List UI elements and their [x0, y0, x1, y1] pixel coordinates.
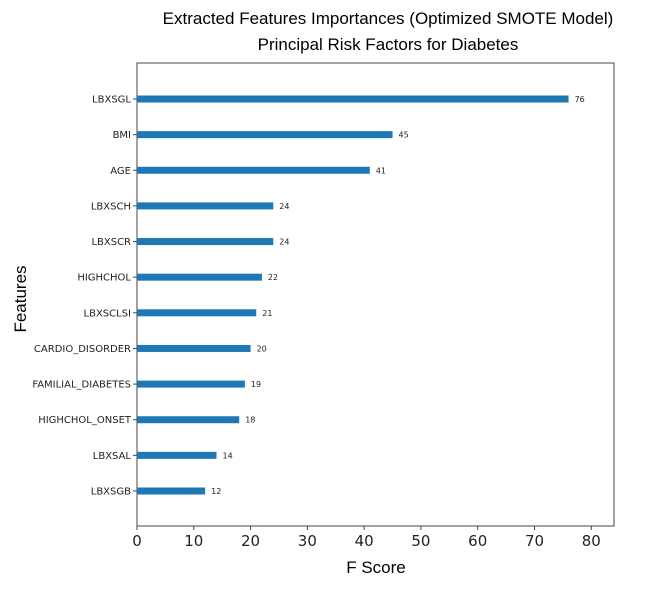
- x-tick-label: 80: [582, 532, 601, 550]
- x-tick-label: 70: [525, 532, 544, 550]
- y-axis-title: Features: [11, 265, 30, 332]
- bar: [137, 487, 206, 495]
- y-tick-label: FAMILIAL_DIABETES: [32, 380, 131, 391]
- y-tick-label: HIGHCHOL_ONSET: [38, 415, 132, 426]
- x-tick-label: 60: [468, 532, 487, 550]
- y-tick-label: LBXSCLSI: [84, 308, 131, 319]
- x-tick-label: 20: [241, 532, 260, 550]
- y-tick-label: AGE: [110, 166, 131, 177]
- x-axis-title: F Score: [346, 558, 406, 577]
- data-label: 19: [251, 380, 261, 389]
- x-axis: 0 10 20 30 40 50 60 70 80: [132, 526, 601, 550]
- x-tick-label: 0: [132, 532, 142, 550]
- bar: [137, 95, 569, 103]
- bar: [137, 344, 251, 352]
- bars-layer: LBXSGL 76 BMI 45 AGE 41 LBXSCH 24 LBXSCR 24 HIGHCH…: [32, 95, 584, 498]
- x-tick-label: 50: [411, 532, 430, 550]
- y-tick-label: CARDIO_DISORDER: [34, 344, 131, 355]
- x-tick-label: 40: [355, 532, 374, 550]
- bar: [137, 238, 274, 246]
- data-label: 18: [245, 416, 255, 425]
- bar: [137, 202, 274, 210]
- chart-title: Extracted Features Importances (Optimize…: [162, 9, 614, 28]
- y-tick-label: LBXSCH: [91, 201, 131, 212]
- data-label: 22: [268, 273, 278, 282]
- chart-subtitle: Principal Risk Factors for Diabetes: [257, 35, 519, 54]
- data-label: 14: [223, 451, 233, 460]
- y-tick-label: LBXSGL: [92, 95, 131, 106]
- data-label: 24: [279, 238, 289, 247]
- y-tick-label: LBXSAL: [93, 451, 132, 462]
- bar: [137, 273, 262, 281]
- y-tick-label: BMI: [113, 130, 131, 141]
- bar: [137, 451, 217, 459]
- data-label: 20: [257, 344, 267, 353]
- data-label: 76: [575, 95, 585, 104]
- y-tick-label: LBXSGB: [91, 487, 131, 498]
- plot-frame: [136, 62, 615, 527]
- x-tick-label: 10: [184, 532, 203, 550]
- bar: [137, 166, 370, 174]
- data-label: 21: [262, 309, 272, 318]
- bar: [137, 309, 257, 317]
- bar: [137, 416, 240, 424]
- y-tick-label: HIGHCHOL: [77, 273, 131, 284]
- data-label: 24: [279, 202, 289, 211]
- x-tick-label: 30: [298, 532, 317, 550]
- bar: [137, 131, 393, 139]
- data-label: 45: [399, 131, 409, 140]
- data-label: 12: [211, 487, 221, 496]
- y-tick-label: LBXSCR: [91, 237, 131, 248]
- data-label: 41: [376, 166, 386, 175]
- bar: [137, 380, 245, 388]
